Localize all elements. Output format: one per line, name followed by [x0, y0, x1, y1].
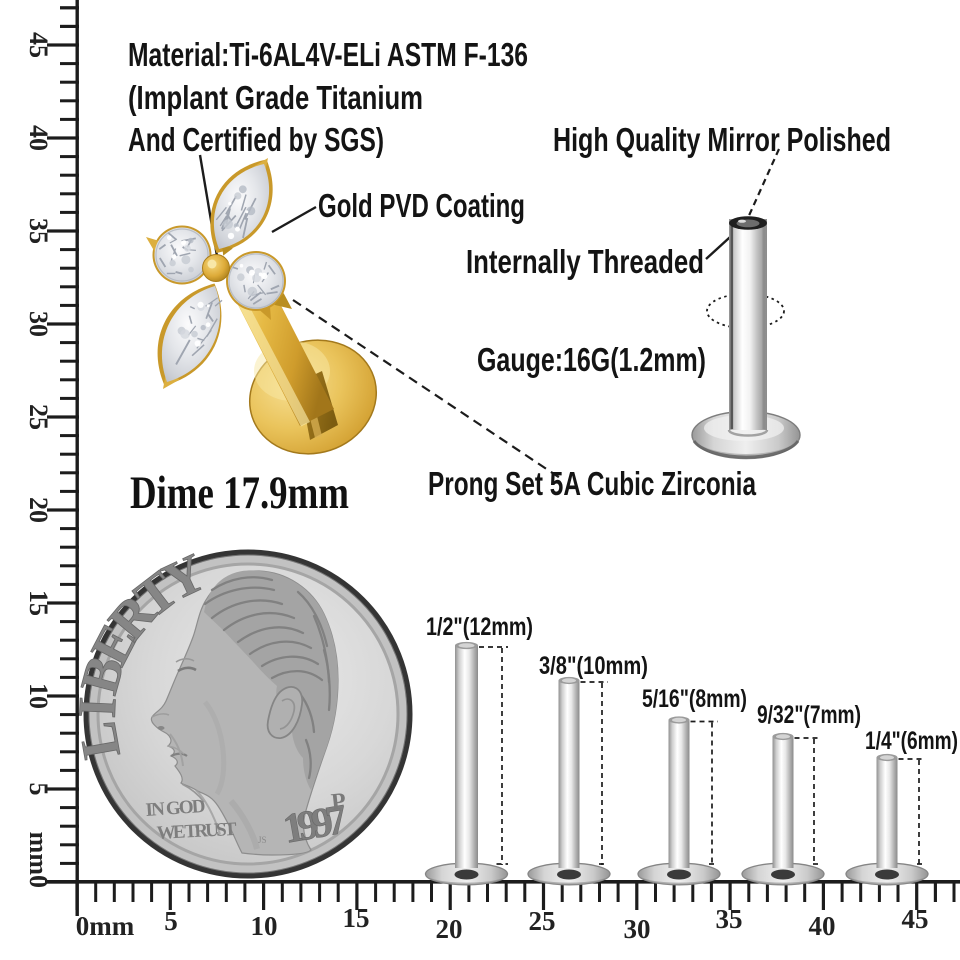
svg-text:1/4"(6mm): 1/4"(6mm): [865, 727, 958, 755]
svg-text:20: 20: [436, 914, 463, 944]
svg-text:And Certified by SGS): And Certified by SGS): [128, 121, 384, 158]
svg-text:9/32"(7mm): 9/32"(7mm): [757, 701, 861, 729]
svg-text:IN GOD: IN GOD: [145, 796, 206, 821]
svg-text:Dime 17.9mm: Dime 17.9mm: [130, 467, 349, 519]
svg-text:1/2"(12mm): 1/2"(12mm): [426, 613, 533, 641]
svg-text:Gold PVD Coating: Gold PVD Coating: [318, 187, 525, 224]
svg-text:Prong Set 5A Cubic Zirconia: Prong Set 5A Cubic Zirconia: [428, 465, 756, 502]
svg-text:Gauge:16G(1.2mm): Gauge:16G(1.2mm): [477, 341, 706, 378]
svg-text:45: 45: [902, 904, 929, 934]
svg-text:25: 25: [24, 404, 53, 430]
svg-text:40: 40: [24, 125, 53, 151]
svg-text:5: 5: [164, 906, 178, 936]
svg-text:40: 40: [809, 911, 836, 941]
svg-text:mm0: mm0: [24, 832, 53, 888]
svg-text:30: 30: [624, 914, 651, 944]
svg-text:Material:Ti-6AL4V-ELi ASTM F-1: Material:Ti-6AL4V-ELi ASTM F-136: [128, 36, 528, 73]
svg-text:5/16"(8mm): 5/16"(8mm): [642, 685, 747, 713]
svg-text:35: 35: [24, 218, 53, 244]
svg-text:20: 20: [24, 497, 53, 523]
svg-text:45: 45: [24, 32, 53, 58]
svg-text:35: 35: [716, 904, 743, 934]
svg-text:3/8"(10mm): 3/8"(10mm): [539, 652, 648, 680]
svg-text:JS: JS: [258, 835, 267, 845]
svg-text:High Quality Mirror Polished: High Quality Mirror Polished: [553, 121, 891, 158]
svg-text:(Implant Grade Titanium: (Implant Grade Titanium: [128, 79, 423, 116]
svg-text:25: 25: [529, 906, 556, 936]
svg-text:P: P: [330, 789, 347, 816]
svg-text:10: 10: [251, 911, 278, 941]
svg-text:15: 15: [343, 903, 370, 933]
svg-text:I: I: [67, 696, 128, 720]
svg-text:0mm: 0mm: [76, 911, 135, 941]
svg-text:10: 10: [24, 683, 53, 709]
svg-text:30: 30: [24, 311, 53, 337]
svg-text:1997: 1997: [280, 796, 351, 852]
svg-text:Internally Threaded: Internally Threaded: [466, 243, 704, 280]
svg-text:WE TRUST: WE TRUST: [156, 819, 237, 844]
svg-text:5: 5: [24, 783, 53, 796]
svg-text:15: 15: [24, 590, 53, 616]
